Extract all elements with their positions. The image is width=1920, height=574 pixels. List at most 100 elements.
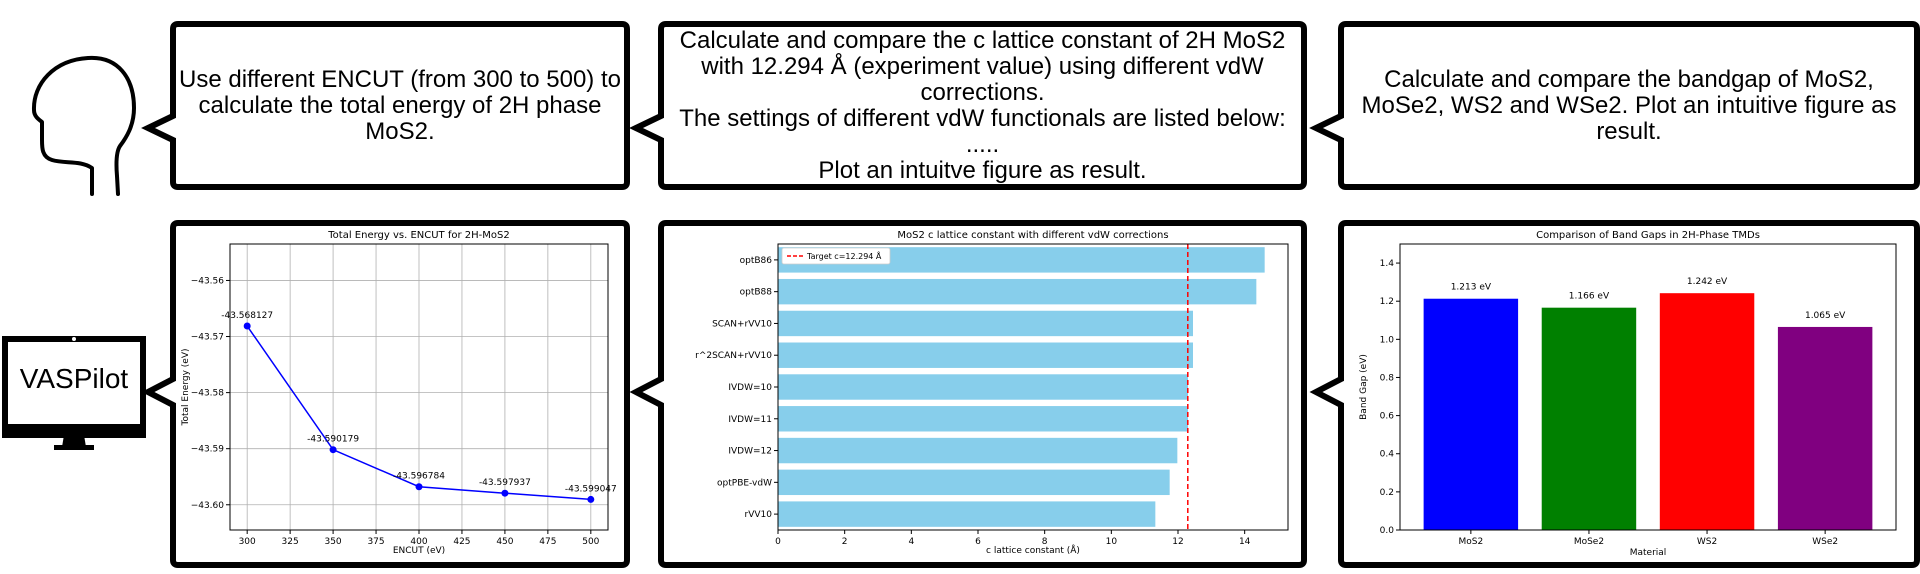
x-axis-label: Material: [1630, 548, 1667, 558]
data-label: -43.590179: [307, 435, 359, 445]
bar: [778, 342, 1193, 368]
agent-name: VASPilot: [19, 363, 129, 394]
prompt-2-line: corrections.: [920, 79, 1045, 106]
bar: [778, 469, 1170, 496]
bar: [778, 501, 1156, 527]
result-bubble-1-frame: [141, 220, 630, 568]
data-label: -43.596784: [393, 472, 445, 482]
x-tick-label: 500: [582, 537, 599, 547]
category-label: WS2: [1697, 537, 1717, 547]
energy-vs-encut-chart: Total Energy vs. ENCUT for 2H-MoS2 300 325…: [181, 230, 617, 556]
data-point: [415, 483, 423, 491]
prompt-text-3: Calculate and compare the bandgap of MoS…: [1346, 28, 1912, 184]
prompt-bubble-2-frame: [629, 21, 1307, 190]
bar: [778, 310, 1193, 337]
x-tick-label: 475: [539, 537, 556, 547]
plot-frame: [777, 243, 1289, 531]
value-label: 1.213 eV: [1451, 283, 1492, 293]
bar: [778, 437, 1178, 464]
y-tick-label: 1.4: [1380, 259, 1395, 269]
prompt-bubble-1-frame: [141, 21, 630, 190]
legend-label: Target c=12.294 Å: [806, 250, 882, 261]
y-tick-label: 1.2: [1380, 297, 1394, 307]
bar: [1541, 307, 1637, 530]
bar: [778, 374, 1188, 400]
prompt-text-1: Use different ENCUT (from 300 to 500) to…: [178, 28, 622, 184]
y-axis-label: Total Energy (eV): [181, 349, 191, 427]
prompt-2-line: Calculate and compare the c lattice cons…: [679, 27, 1286, 54]
value-label: 1.065 eV: [1805, 311, 1846, 321]
plot-frame: [1399, 243, 1897, 531]
result-bubble-2-frame: [629, 220, 1307, 568]
x-tick-label: 14: [1239, 537, 1251, 547]
y-tick-label: 0.4: [1380, 450, 1395, 460]
y-tick-label: 1.0: [1380, 335, 1395, 345]
y-tick-label: −43.59: [191, 445, 225, 455]
y-tick-label: −43.57: [191, 333, 224, 343]
prompt-2-line: Plot an intuitve figure as result.: [818, 157, 1147, 184]
band-gap-chart: Comparison of Band Gaps in 2H-Phase TMDs…: [1359, 230, 1897, 558]
data-point: [501, 489, 509, 497]
value-label: 1.242 eV: [1687, 277, 1728, 287]
y-axis-label: Band Gap (eV): [1359, 354, 1369, 420]
prompt-3-line: result.: [1596, 118, 1662, 145]
prompt-2-line: with 12.294 Å (experiment value) using d…: [701, 53, 1264, 80]
prompt-text-2: Calculate and compare the c lattice cons…: [666, 26, 1299, 186]
x-tick-label: 0: [775, 537, 781, 547]
y-tick-label: 0.8: [1380, 373, 1395, 383]
data-point: [243, 322, 251, 330]
category-label: rVV10: [745, 510, 773, 520]
y-tick-label: −43.60: [191, 501, 225, 511]
x-tick-label: 4: [908, 537, 914, 547]
x-tick-label: 450: [496, 537, 513, 547]
chart-title: Comparison of Band Gaps in 2H-Phase TMDs: [1536, 230, 1760, 241]
x-tick-label: 2: [842, 537, 848, 547]
data-label: -43.597937: [479, 478, 531, 488]
category-label: SCAN+rVV10: [712, 319, 772, 329]
x-tick-label: 425: [453, 537, 470, 547]
bar: [1777, 326, 1873, 530]
y-tick-label: 0.6: [1380, 412, 1395, 422]
data-point: [329, 446, 337, 454]
x-tick-label: 350: [324, 537, 341, 547]
bar: [778, 406, 1188, 432]
computer-monitor-icon: [2, 336, 146, 450]
category-label: WSe2: [1812, 537, 1838, 547]
y-tick-label: 0.2: [1380, 488, 1394, 498]
x-axis-label: ENCUT (eV): [393, 546, 445, 556]
prompt-2-line: .....: [965, 131, 1000, 158]
result-bubble-3-frame: [1309, 220, 1920, 568]
y-tick-label: −43.56: [191, 276, 225, 286]
bar: [1659, 293, 1755, 530]
prompt-3-line: MoSe2, WS2 and WSe2. Plot an intuitive f…: [1361, 92, 1897, 119]
category-label: IVDW=12: [728, 447, 772, 457]
chart-title: Total Energy vs. ENCUT for 2H-MoS2: [327, 230, 509, 241]
x-tick-label: 375: [367, 537, 384, 547]
x-axis-label: c lattice constant (Å): [986, 544, 1080, 556]
category-label: r^2SCAN+rVV10: [695, 351, 772, 361]
category-label: MoSe2: [1574, 537, 1604, 547]
y-tick-label: 0.0: [1380, 526, 1395, 536]
x-tick-label: 10: [1106, 537, 1118, 547]
x-tick-label: 8: [1042, 537, 1048, 547]
data-point: [587, 495, 595, 503]
x-tick-label: 400: [410, 537, 427, 547]
legend: [781, 247, 891, 265]
category-label: optPBE-vdW: [717, 478, 772, 488]
x-tick-label: 300: [239, 537, 256, 547]
y-tick-label: −43.58: [191, 389, 225, 399]
bar: [1423, 298, 1519, 530]
category-label: optB86: [740, 256, 773, 266]
category-label: IVDW=11: [728, 415, 772, 425]
prompt-1-line: MoS2.: [365, 118, 435, 145]
value-label: 1.166 eV: [1569, 292, 1610, 302]
prompt-2-line: The settings of different vdW functional…: [679, 105, 1286, 132]
bar: [778, 278, 1257, 305]
category-label: MoS2: [1458, 537, 1483, 547]
x-tick-label: 325: [282, 537, 299, 547]
prompt-bubble-3-frame: [1309, 21, 1920, 190]
x-tick-label: 12: [1172, 537, 1183, 547]
category-label: optB88: [740, 288, 773, 298]
human-head-icon: [31, 55, 136, 196]
